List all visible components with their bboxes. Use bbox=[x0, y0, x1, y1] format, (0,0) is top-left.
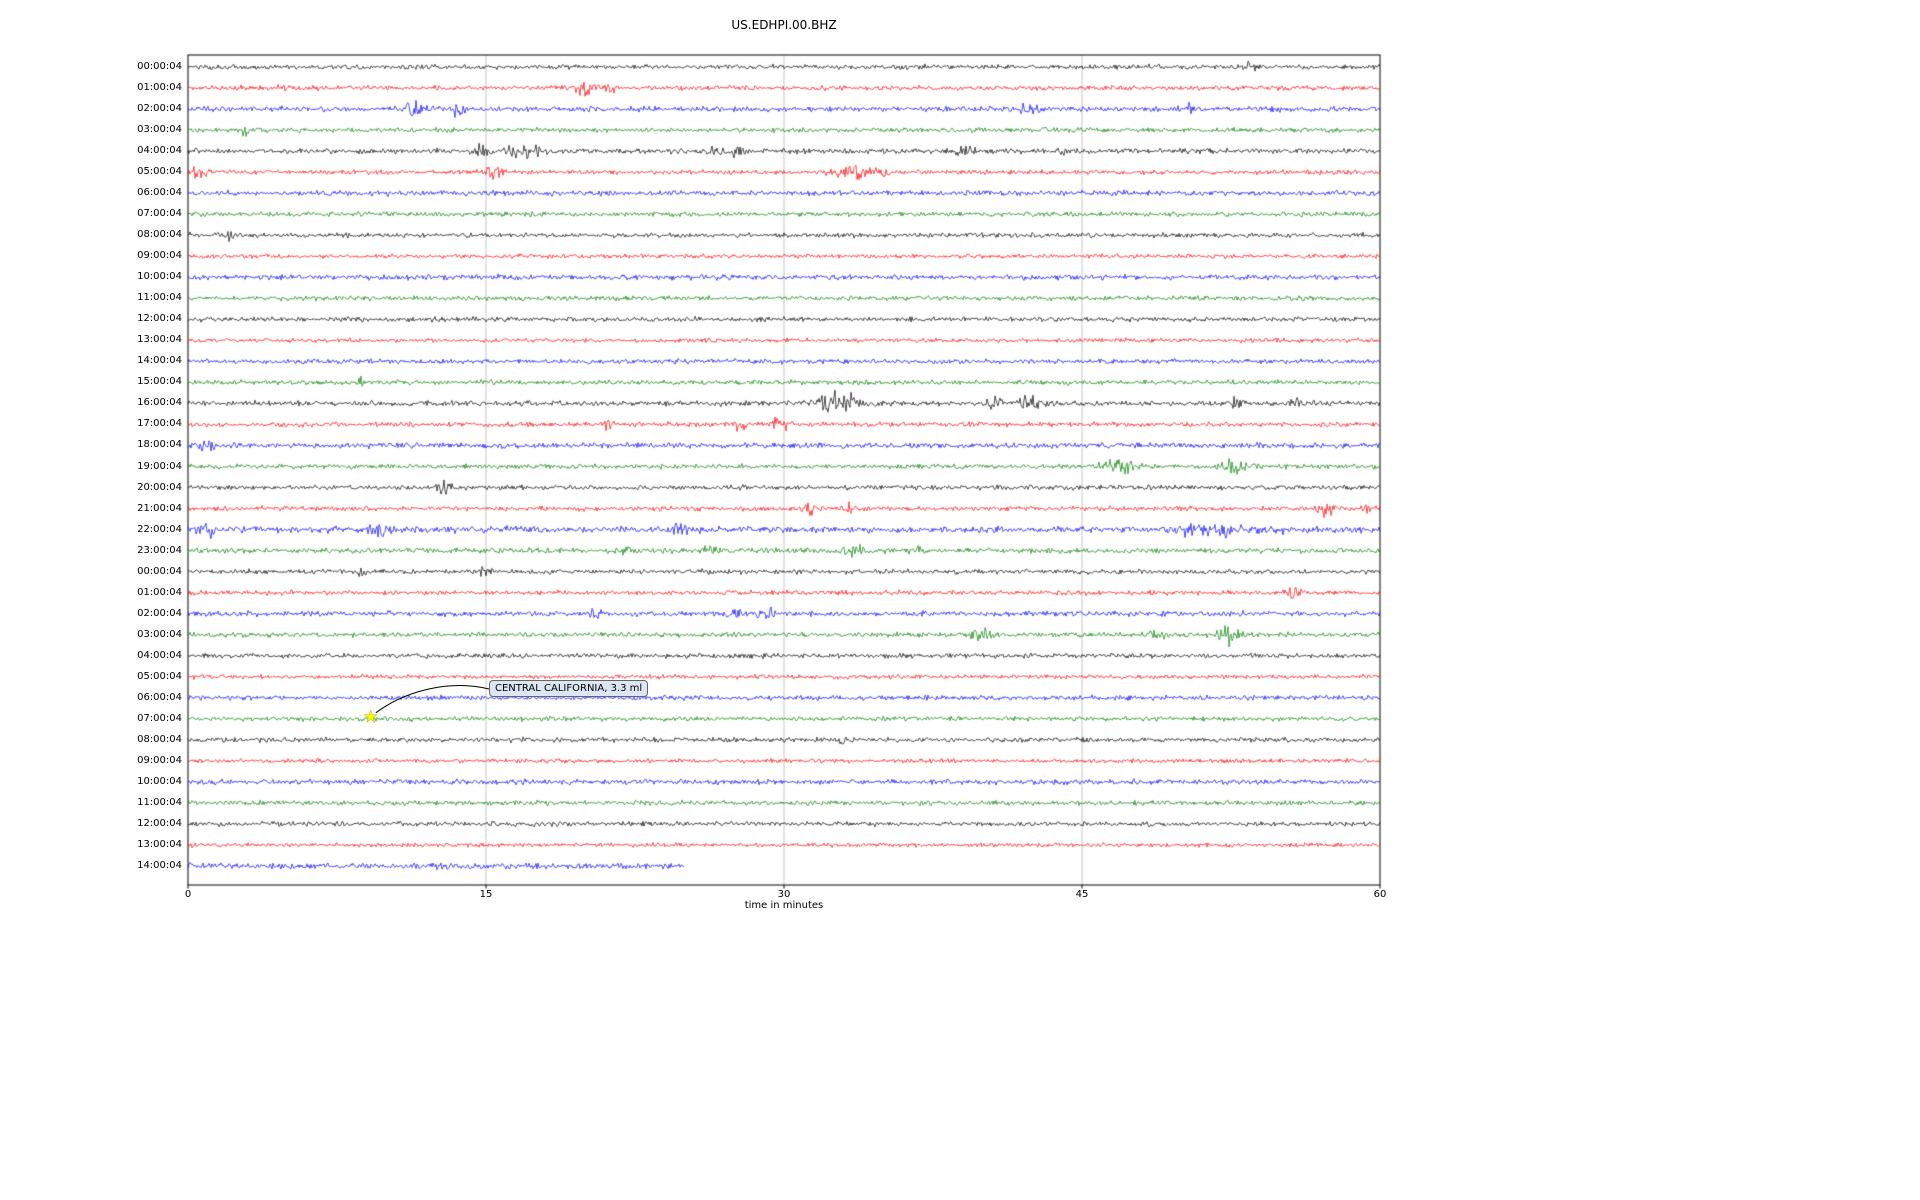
row-time-label: 05:00:04 bbox=[137, 670, 182, 682]
row-time-label: 10:00:04 bbox=[137, 775, 182, 787]
row-time-label: 06:00:04 bbox=[137, 187, 182, 199]
chart-title: US.EDHPI.00.BHZ bbox=[731, 18, 837, 32]
row-time-label: 12:00:04 bbox=[137, 817, 182, 829]
row-time-label: 13:00:04 bbox=[137, 334, 182, 346]
row-time-label: 06:00:04 bbox=[137, 691, 182, 703]
row-time-label: 11:00:04 bbox=[137, 292, 182, 304]
row-time-label: 15:00:04 bbox=[137, 376, 182, 388]
row-time-label: 03:00:04 bbox=[137, 124, 182, 136]
row-time-label: 16:00:04 bbox=[137, 397, 182, 409]
row-time-label: 01:00:04 bbox=[137, 586, 182, 598]
x-tick-label: 30 bbox=[777, 889, 791, 900]
x-tick-label: 60 bbox=[1373, 889, 1387, 900]
row-time-label: 20:00:04 bbox=[137, 481, 182, 493]
row-time-label: 17:00:04 bbox=[137, 418, 182, 430]
row-time-label: 18:00:04 bbox=[137, 439, 182, 451]
row-time-label: 09:00:04 bbox=[137, 250, 182, 262]
row-time-label: 14:00:04 bbox=[137, 355, 182, 367]
row-time-label: 23:00:04 bbox=[137, 544, 182, 556]
row-time-label: 19:00:04 bbox=[137, 460, 182, 472]
row-time-label: 08:00:04 bbox=[137, 229, 182, 241]
row-time-label: 10:00:04 bbox=[137, 271, 182, 283]
row-time-label: 07:00:04 bbox=[137, 208, 182, 220]
row-time-label: 09:00:04 bbox=[137, 754, 182, 766]
row-time-label: 04:00:04 bbox=[137, 649, 182, 661]
row-time-label: 13:00:04 bbox=[137, 838, 182, 850]
row-time-label: 01:00:04 bbox=[137, 82, 182, 94]
row-time-label: 05:00:04 bbox=[137, 166, 182, 178]
row-time-label: 07:00:04 bbox=[137, 712, 182, 724]
x-axis-label: time in minutes bbox=[744, 900, 824, 911]
row-time-label: 11:00:04 bbox=[137, 796, 182, 808]
row-time-label: 14:00:04 bbox=[137, 860, 182, 871]
row-time-label: 02:00:04 bbox=[137, 103, 182, 115]
x-tick-label: 15 bbox=[479, 889, 493, 900]
row-time-label: 03:00:04 bbox=[137, 628, 182, 640]
row-time-label: 12:00:04 bbox=[137, 313, 182, 325]
x-tick-label: 0 bbox=[184, 889, 192, 900]
row-time-label: 22:00:04 bbox=[137, 523, 182, 535]
row-time-label: 00:00:04 bbox=[137, 565, 182, 577]
event-annotation-box: CENTRAL CALIFORNIA, 3.3 ml bbox=[489, 680, 649, 697]
row-time-label: 02:00:04 bbox=[137, 607, 182, 619]
row-time-label: 21:00:04 bbox=[137, 502, 182, 514]
x-tick-label: 45 bbox=[1075, 889, 1089, 900]
row-time-label: 04:00:04 bbox=[137, 145, 182, 157]
row-time-label: 08:00:04 bbox=[137, 733, 182, 745]
row-time-label: 00:00:04 bbox=[137, 61, 182, 72]
